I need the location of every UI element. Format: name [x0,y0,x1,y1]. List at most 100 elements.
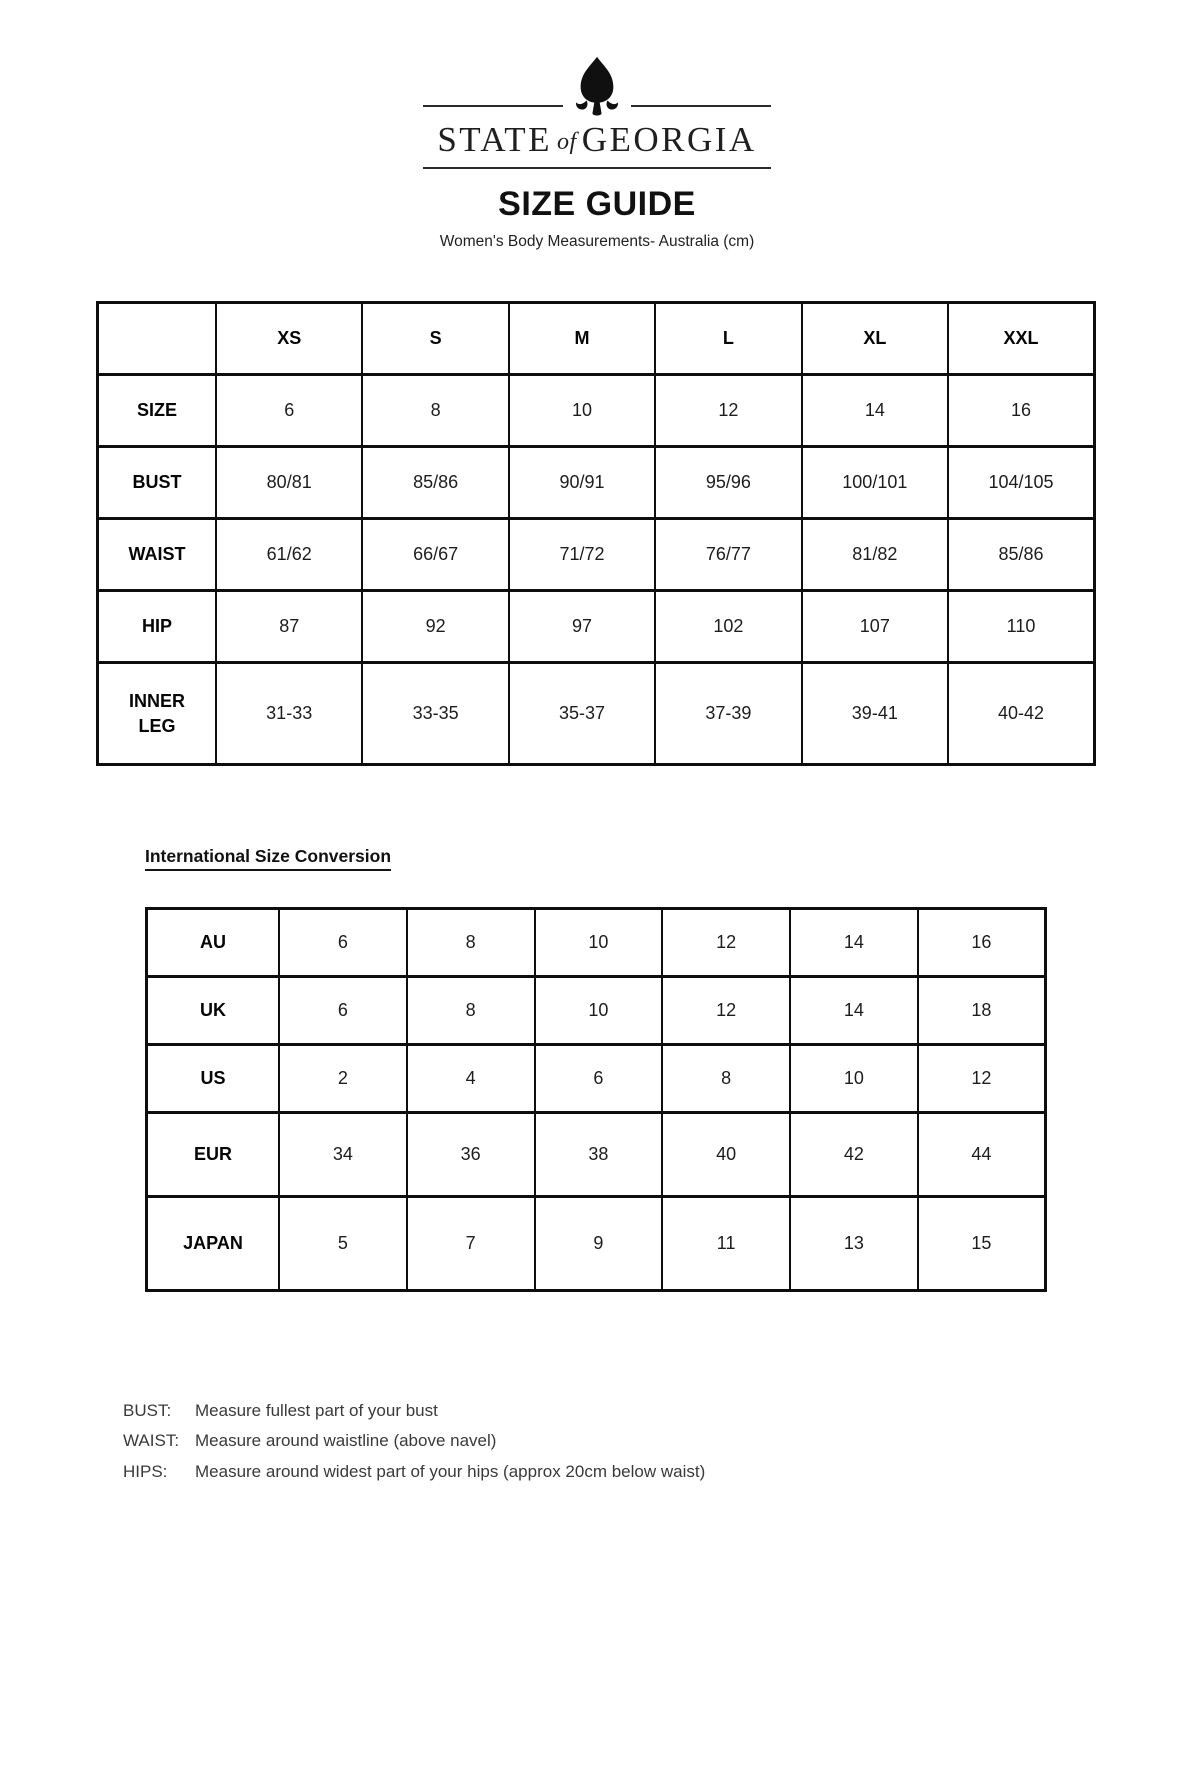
row-label-text: WAIST [128,544,186,565]
table-cell: 42 [789,1111,919,1198]
row-label-text: SIZE [136,400,177,421]
table-cell: 97 [507,589,657,664]
table-cell: 2 [278,1043,408,1114]
table-cell: 15 [916,1195,1047,1292]
tree-icon [575,56,619,116]
row-label: WAIST [96,517,217,592]
table-cell: 39-41 [800,661,950,766]
table-cell-text: 7 [465,1233,476,1253]
table-cell-text: 87 [279,616,300,636]
measurements-table: XS S M L XL XXL SIZE 6 8 10 12 14 16 BUST 80/81 85/86 9… [96,301,1096,766]
table-cell: 8 [361,373,510,448]
row-label: INNER LEG [96,661,217,766]
table-cell: 80/81 [214,445,364,520]
table-cell: 104/105 [947,445,1096,520]
row-label: AU [145,907,280,978]
table-cell: 95/96 [654,445,803,520]
conversion-row: JAPAN 5 7 9 11 13 15 [145,1195,1047,1292]
conversion-row: AU 6 8 10 12 14 16 [145,907,1047,978]
conversion-table: AU 6 8 10 12 14 16 UK 6 8 10 12 14 18 US 2 4 6 8 10 12 EUR 34 3… [145,907,1047,1292]
table-cell: 90/91 [507,445,657,520]
table-cell-text: 5 [337,1233,348,1253]
logo-rule-right [631,105,771,107]
brand-logo: STATE of GEORGIA [423,0,771,169]
table-cell-text: 6 [284,400,295,420]
table-cell-text: 6 [593,1068,604,1088]
row-label-text: JAPAN [183,1233,243,1253]
table-cell: 87 [214,589,364,664]
conversion-row: UK 6 8 10 12 14 18 [145,975,1047,1046]
table-cell-text: 14 [843,1000,864,1020]
measurements-header-row: XS S M L XL XXL [96,301,1096,376]
table-cell: 12 [916,1043,1047,1114]
conversion-heading: International Size Conversion [145,846,392,871]
column-header: M [507,301,657,376]
table-cell-text: 4 [465,1068,476,1088]
table-cell-text: 44 [971,1144,992,1164]
table-cell-text: 9 [593,1233,604,1253]
table-cell: 31-33 [214,661,364,766]
column-header: L [654,301,803,376]
note-hips: HIPS: Measure around widest part of your… [123,1457,1194,1487]
table-cell-text: 90/91 [559,472,605,492]
table-cell: 110 [947,589,1096,664]
table-cell: 81/82 [800,517,950,592]
table-cell-text: 104/105 [988,472,1054,492]
column-header: S [361,301,510,376]
table-cell: 71/72 [507,517,657,592]
row-label-text: BUST [132,472,182,493]
table-cell-text: 14 [843,932,864,952]
table-cell: 8 [661,1043,791,1114]
table-cell-text: 13 [843,1233,864,1253]
table-cell: 4 [405,1043,536,1114]
table-cell: 12 [654,373,803,448]
row-label-text: HIP [141,616,172,637]
table-cell: 34 [278,1111,408,1198]
table-cell-text: 61/62 [266,544,312,564]
table-cell-text: 92 [425,616,446,636]
row-label-text: AU [200,932,226,952]
table-cell-text: 35-37 [558,703,606,723]
table-cell: 6 [214,373,364,448]
row-label: US [145,1043,280,1114]
note-bust: BUST: Measure fullest part of your bust [123,1396,1194,1426]
conversion-row: US 2 4 6 8 10 12 [145,1043,1047,1114]
table-cell: 11 [661,1195,791,1292]
table-cell-text: 10 [843,1068,864,1088]
table-cell-text: 107 [859,616,890,636]
table-cell: 6 [278,907,408,978]
conversion-table-wrap: AU 6 8 10 12 14 16 UK 6 8 10 12 14 18 US 2 4 6 8 10 12 EUR 34 3… [145,907,1194,1292]
table-cell: 33-35 [361,661,510,766]
page-subtitle: Women's Body Measurements- Australia (cm… [439,233,755,250]
column-header-text: S [429,328,442,348]
table-cell-text: 12 [716,1000,737,1020]
table-cell: 102 [654,589,803,664]
table-cell: 8 [405,907,536,978]
row-label-text: INNER LEG [128,691,185,736]
table-cell-text: 36 [460,1144,481,1164]
measurements-row: WAIST 61/62 66/67 71/72 76/77 81/82 85/86 [96,517,1096,592]
column-header: XS [214,301,364,376]
table-cell-text: 31-33 [266,703,313,723]
brand-name: STATE of GEORGIA [423,120,771,160]
table-cell-text: 15 [971,1233,992,1253]
conversion-heading-wrap: International Size Conversion [145,846,1194,871]
row-label: UK [145,975,280,1046]
table-cell-text: 6 [337,932,348,952]
column-header-text: XL [863,328,887,348]
table-cell-text: 40 [716,1144,737,1164]
table-cell-text: 85/86 [998,544,1044,564]
row-label-text: US [200,1068,226,1088]
table-cell-text: 34 [332,1144,353,1164]
table-cell-text: 10 [572,400,593,420]
brand-word-of: of [557,129,577,155]
table-cell-text: 80/81 [266,472,312,492]
table-cell: 66/67 [361,517,510,592]
table-cell-text: 12 [718,400,739,420]
column-header: XXL [947,301,1096,376]
table-cell: 12 [661,975,791,1046]
measurements-row: INNER LEG 31-33 33-35 35-37 37-39 39-41 40-42 [96,661,1096,766]
table-cell-text: 10 [588,1000,609,1020]
table-cell: 7 [405,1195,536,1292]
